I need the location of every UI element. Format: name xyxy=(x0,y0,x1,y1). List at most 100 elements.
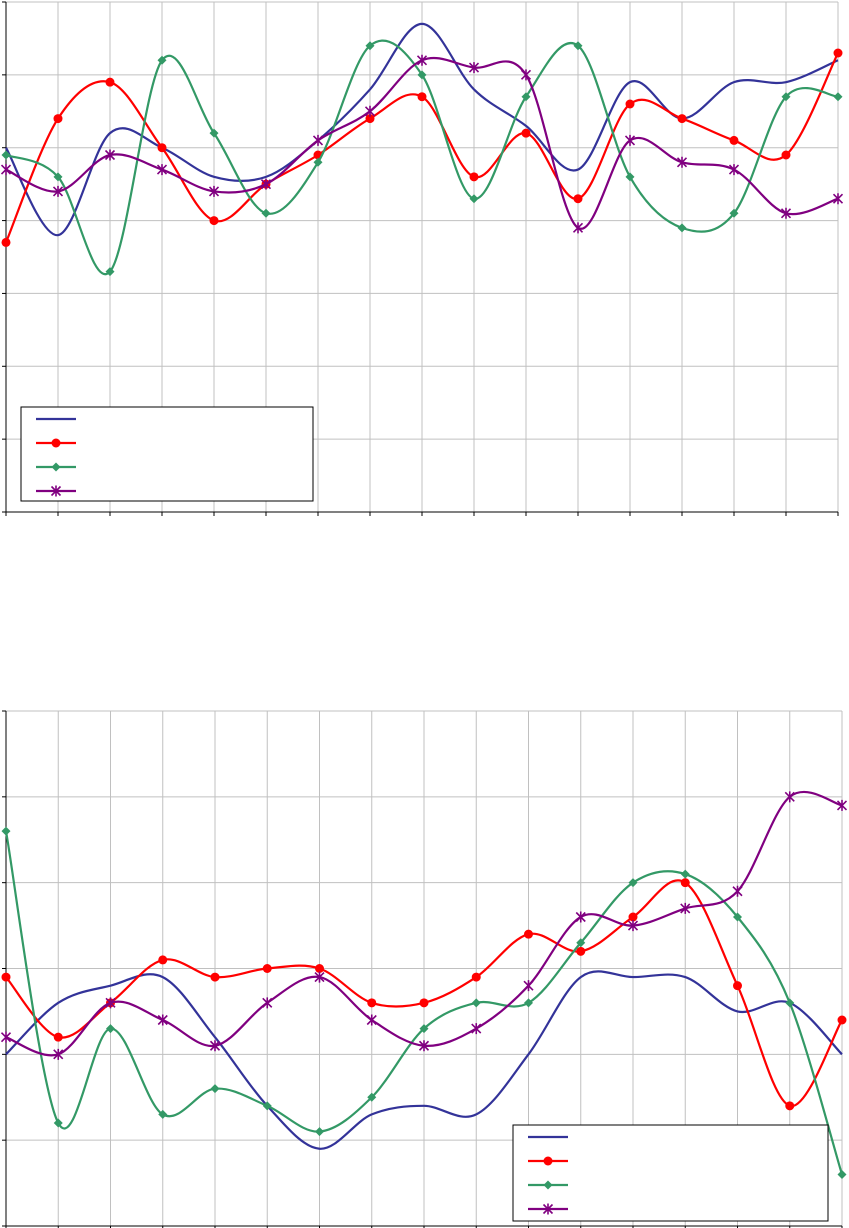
data-point xyxy=(780,207,792,219)
chart-2 xyxy=(0,710,848,1228)
data-point xyxy=(157,55,167,65)
data-point xyxy=(315,964,324,973)
data-point xyxy=(157,143,167,153)
data-point xyxy=(106,1024,115,1034)
data-point xyxy=(208,185,220,197)
data-point xyxy=(209,128,219,138)
data-point xyxy=(365,114,375,124)
data-point xyxy=(729,208,739,218)
legend-box xyxy=(512,1124,829,1222)
data-point xyxy=(104,149,116,161)
data-point xyxy=(625,99,635,109)
data-point xyxy=(469,194,479,204)
axes xyxy=(2,1,839,516)
data-point xyxy=(677,114,687,124)
data-point xyxy=(784,791,795,803)
data-point xyxy=(677,223,687,233)
data-point xyxy=(785,1101,795,1111)
series-line xyxy=(5,790,843,1057)
data-point xyxy=(573,194,583,204)
data-point xyxy=(158,1109,168,1119)
data-point xyxy=(733,981,742,991)
data-point xyxy=(0,164,12,176)
data-point xyxy=(832,193,844,205)
data-point xyxy=(628,912,638,922)
legend xyxy=(512,1124,829,1222)
data-point xyxy=(523,980,534,992)
data-point xyxy=(53,114,63,124)
data-point xyxy=(157,1014,168,1026)
data-point xyxy=(315,1127,324,1137)
legend-swatch-marker xyxy=(51,438,61,448)
data-point xyxy=(210,1084,220,1094)
data-point xyxy=(260,178,272,190)
data-point xyxy=(53,1048,64,1060)
data-point xyxy=(624,134,636,146)
series-4 xyxy=(0,54,844,234)
data-point xyxy=(576,946,586,956)
data-point xyxy=(209,216,219,226)
data-point xyxy=(210,972,220,982)
data-point xyxy=(733,912,742,922)
data-point xyxy=(417,70,427,80)
data-point xyxy=(262,1101,272,1111)
data-point xyxy=(366,1014,377,1026)
series-line xyxy=(4,52,839,243)
data-point xyxy=(1,826,11,836)
data-point xyxy=(1,237,11,247)
data-point xyxy=(158,955,168,965)
data-point xyxy=(524,998,533,1008)
data-point xyxy=(728,164,740,176)
series-line xyxy=(5,879,843,1107)
data-point xyxy=(469,172,479,182)
data-point xyxy=(419,1024,429,1034)
data-point xyxy=(837,1170,847,1179)
data-point xyxy=(53,1032,63,1042)
data-point xyxy=(105,267,115,277)
data-point xyxy=(680,902,691,914)
data-point xyxy=(261,208,271,218)
data-point xyxy=(52,185,64,197)
series-line xyxy=(5,970,843,1150)
data-point xyxy=(471,998,481,1008)
data-point xyxy=(312,134,324,146)
data-point xyxy=(314,971,325,983)
data-point xyxy=(732,885,743,897)
data-point xyxy=(105,77,115,87)
data-point xyxy=(729,135,739,145)
legend-swatch-marker xyxy=(542,1203,554,1215)
data-point xyxy=(367,998,377,1008)
data-point xyxy=(53,172,63,182)
data-point xyxy=(419,998,429,1008)
data-point xyxy=(468,62,480,74)
data-point xyxy=(781,150,791,160)
data-point xyxy=(156,164,168,176)
data-point xyxy=(471,1023,482,1035)
data-point xyxy=(572,222,584,234)
legend-swatch-marker xyxy=(543,1180,553,1190)
series-2 xyxy=(1,48,843,247)
data-point xyxy=(680,878,690,888)
data-point xyxy=(625,172,635,182)
series-line xyxy=(4,830,844,1175)
data-point xyxy=(576,938,586,948)
data-point xyxy=(573,41,583,51)
data-point xyxy=(785,998,795,1008)
data-point xyxy=(833,48,843,58)
series-1 xyxy=(5,970,843,1150)
data-point xyxy=(209,1040,221,1052)
legend-swatch-marker xyxy=(543,1156,553,1166)
series-line xyxy=(5,56,839,230)
data-point xyxy=(367,1092,377,1102)
data-point xyxy=(836,799,848,811)
legend-swatch-marker xyxy=(51,462,61,472)
legend-box xyxy=(20,406,314,502)
data-point xyxy=(418,1040,430,1052)
data-point xyxy=(680,869,690,879)
data-point xyxy=(627,920,639,932)
data-point xyxy=(313,157,323,167)
series-3 xyxy=(1,39,843,277)
data-point xyxy=(521,92,531,102)
data-point xyxy=(0,1031,12,1043)
